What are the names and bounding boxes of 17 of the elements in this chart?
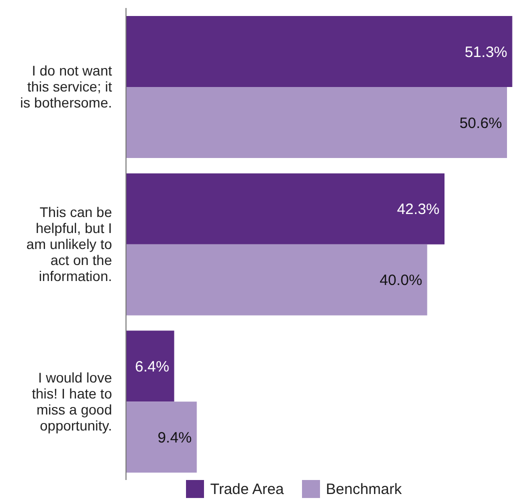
bar [126,16,512,87]
data-label: 51.3% [464,44,508,61]
bar [126,87,508,158]
bar [126,244,428,316]
y-tick-label: I do not want this service; it is bothersome. [20,62,112,111]
data-label: 50.6% [459,114,502,132]
data-label: 42.3% [396,201,440,218]
bar [126,330,174,402]
data-label: 40.0% [380,272,422,290]
data-label: 6.4% [134,358,170,376]
data-label: 9.4% [158,429,192,446]
y-tick-label: This can be helpful, but I am unlikely to act on the information. [26,204,112,284]
y-tick-label: I would love this! I hate to miss a good opportunity. [32,369,112,434]
bar [126,402,197,473]
legend-label: Benchmark [326,480,402,498]
legend-label: Trade Area [210,480,284,498]
bar [126,173,445,244]
